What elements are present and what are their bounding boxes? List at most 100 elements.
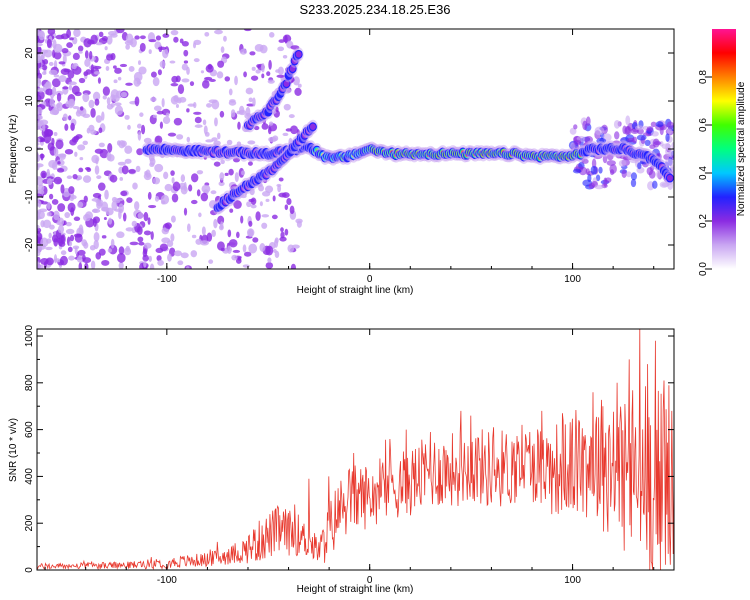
heatmap-noise-blob xyxy=(129,241,139,246)
heatmap-noise-blob xyxy=(57,217,65,226)
heatmap-noise-blob xyxy=(164,183,173,192)
heatmap-noise-blob xyxy=(48,232,52,239)
heatmap-noise-blob xyxy=(250,75,259,81)
heatmap-noise-blob xyxy=(136,148,144,156)
y-tick-label: 0 xyxy=(24,146,35,152)
heatmap-noise-blob xyxy=(267,79,275,84)
heatmap-noise-blob xyxy=(42,219,52,229)
colorbar-tick-label: 0.6 xyxy=(698,118,709,132)
heatmap-noise-blob xyxy=(90,34,98,45)
heatmap-noise-blob xyxy=(120,91,128,98)
snr-series-line xyxy=(37,329,674,570)
heatmap-noise-blob xyxy=(191,173,199,183)
heatmap-noise-blob xyxy=(90,107,96,118)
heatmap-noise-blob xyxy=(94,148,104,154)
heatmap-noise-blob xyxy=(139,35,146,40)
heatmap-noise-blob xyxy=(283,103,291,111)
x-tick-label: 100 xyxy=(564,274,581,285)
colorbar-tick-label: 0.2 xyxy=(698,214,709,228)
heatmap-noise-blob xyxy=(261,222,268,229)
heatmap-noise-blob xyxy=(90,260,96,269)
heatmap-noise-blob xyxy=(78,262,83,269)
heatmap-noise-blob xyxy=(625,115,631,126)
heatmap-noise-blob xyxy=(116,252,126,263)
heatmap-noise-blob xyxy=(186,136,191,143)
heatmap-noise-blob xyxy=(153,105,162,112)
heatmap-noise-blob xyxy=(248,243,258,254)
heatmap-noise-blob xyxy=(183,49,189,57)
heatmap-noise-blob xyxy=(278,177,284,182)
heatmap-noise-blob xyxy=(181,40,189,47)
heatmap-noise-blob xyxy=(72,105,80,110)
heatmap-noise-blob xyxy=(242,244,247,253)
heatmap-noise-blob xyxy=(573,139,582,146)
heatmap-noise-blob xyxy=(57,153,67,158)
heatmap-noise-blob xyxy=(57,203,66,212)
heatmap-noise-blob xyxy=(667,127,672,135)
heatmap-noise-blob xyxy=(66,42,73,48)
heatmap-noise-blob xyxy=(626,171,632,178)
heatmap-noise-blob xyxy=(118,262,124,269)
heatmap-noise-blob xyxy=(104,46,108,51)
heatmap-noise-blob xyxy=(53,51,62,60)
heatmap-noise-blob xyxy=(220,247,225,252)
heatmap-noise-blob xyxy=(167,132,177,137)
heatmap-noise-blob xyxy=(46,178,53,186)
heatmap-noise-blob xyxy=(173,250,182,257)
heatmap-noise-blob xyxy=(154,163,164,173)
heatmap-noise-blob xyxy=(621,169,627,179)
heatmap-noise-blob xyxy=(169,60,176,64)
heatmap-noise-blob xyxy=(124,158,132,164)
x-tick-label: 0 xyxy=(367,575,373,586)
heatmap-noise-blob xyxy=(201,226,206,236)
heatmap-noise-blob xyxy=(137,131,142,141)
heatmap-noise-blob xyxy=(107,142,113,153)
heatmap-noise-blob xyxy=(136,80,142,85)
heatmap-noise-blob xyxy=(120,140,127,147)
heatmap-noise-blob xyxy=(98,248,106,256)
heatmap-noise-blob xyxy=(104,189,109,200)
heatmap-noise-blob xyxy=(666,121,674,129)
heatmap-noise-blob xyxy=(135,165,141,173)
heatmap-noise-blob xyxy=(37,87,45,93)
heatmap-noise-blob xyxy=(189,81,195,87)
heatmap-noise-blob xyxy=(53,74,60,78)
heatmap-noise-blob xyxy=(82,257,92,264)
heatmap-noise-blob xyxy=(276,74,285,78)
heatmap-noise-blob xyxy=(243,29,252,32)
heatmap-noise-blob xyxy=(251,66,256,71)
heatmap-noise-blob xyxy=(114,67,122,74)
heatmap-noise-blob xyxy=(53,254,58,264)
heatmap-noise-blob xyxy=(247,161,253,166)
heatmap-noise-blob xyxy=(77,201,84,208)
heatmap-noise-blob xyxy=(637,162,642,170)
heatmap-noise-blob xyxy=(573,124,578,130)
heatmap-noise-blob xyxy=(57,161,61,165)
heatmap-noise-blob xyxy=(62,86,69,90)
heatmap-noise-blob xyxy=(281,192,290,198)
heatmap-noise-blob xyxy=(265,262,274,269)
heatmap-noise-blob xyxy=(78,77,86,84)
heatmap-noise-blob xyxy=(187,103,196,107)
heatmap-noise-blob xyxy=(37,110,40,116)
heatmap-noise-blob xyxy=(68,84,73,91)
heatmap-noise-blob xyxy=(207,63,213,70)
heatmap-noise-blob xyxy=(152,177,161,185)
heatmap-noise-blob xyxy=(69,37,74,41)
heatmap-noise-blob xyxy=(113,79,118,84)
heatmap-noise-blob xyxy=(277,184,282,193)
heatmap-noise-blob xyxy=(275,106,279,113)
heatmap-noise-blob xyxy=(200,240,209,246)
heatmap-noise-blob xyxy=(173,36,179,43)
heatmap-noise-blob xyxy=(65,221,72,227)
heatmap-noise-blob xyxy=(217,60,225,68)
heatmap-noise-blob xyxy=(37,230,41,235)
heatmap-noise-blob xyxy=(652,180,658,189)
heatmap-noise-blob xyxy=(223,35,227,42)
heatmap-noise-blob xyxy=(110,238,115,249)
heatmap-noise-blob xyxy=(86,167,92,172)
heatmap-noise-blob xyxy=(57,168,65,173)
heatmap-noise-blob xyxy=(69,98,76,107)
x-tick-label: 0 xyxy=(367,274,373,285)
heatmap-noise-blob xyxy=(136,123,142,129)
